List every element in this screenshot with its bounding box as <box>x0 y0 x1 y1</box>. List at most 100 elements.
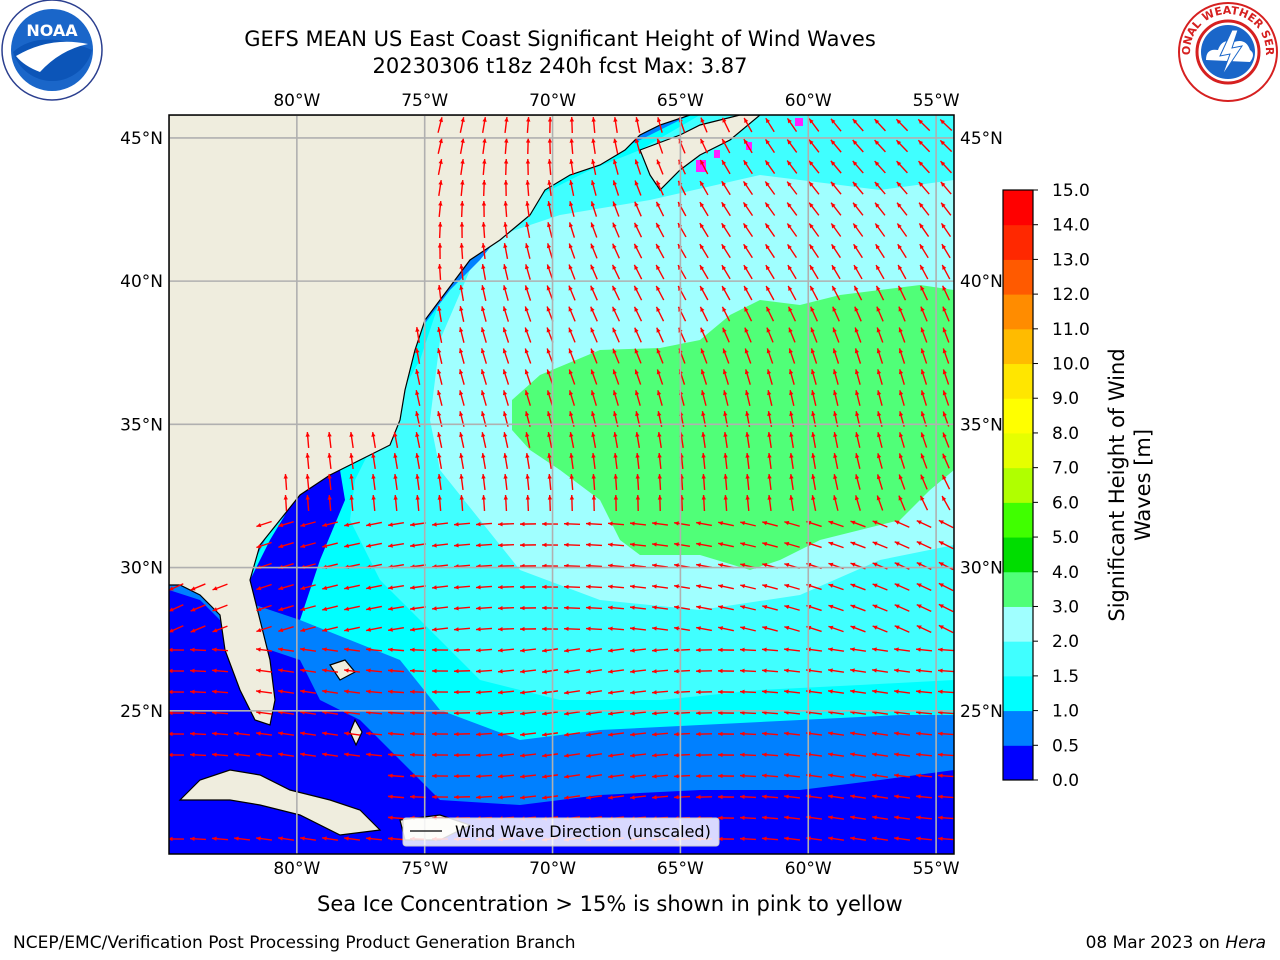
wave-direction-arrow <box>897 243 907 259</box>
wave-direction-arrow <box>717 794 735 800</box>
wave-direction-arrow <box>855 453 861 469</box>
wave-direction-arrow <box>459 200 465 218</box>
colorbar-segment <box>1003 363 1033 399</box>
wave-direction-arrow <box>459 138 465 154</box>
wave-direction-arrow <box>827 773 845 778</box>
wave-direction-arrow <box>525 137 531 155</box>
wave-direction-arrow <box>896 202 908 216</box>
wave-direction-arrow <box>651 795 669 800</box>
noaa-logo-icon: NOAA <box>1 0 103 101</box>
wave-direction-arrow <box>898 369 905 385</box>
wave-direction-arrow <box>212 583 228 591</box>
wave-direction-arrow <box>211 668 229 673</box>
wave-direction-arrow <box>169 583 184 591</box>
wave-direction-arrow <box>893 731 911 736</box>
wave-direction-arrow <box>767 473 772 491</box>
wave-direction-arrow <box>590 390 597 406</box>
wave-direction-arrow <box>612 348 620 364</box>
wave-direction-arrow <box>305 431 310 449</box>
wave-direction-arrow <box>721 159 731 175</box>
wave-direction-arrow <box>786 223 798 237</box>
wave-direction-arrow <box>585 542 603 547</box>
wave-direction-arrow <box>852 223 864 237</box>
wave-direction-arrow <box>783 752 801 757</box>
wave-direction-arrow <box>585 521 603 526</box>
wave-direction-arrow <box>940 222 952 238</box>
colorbar-tick-label: 0.5 <box>1052 736 1079 756</box>
wave-direction-arrow <box>786 181 798 195</box>
wave-direction-arrow <box>634 348 642 364</box>
wave-direction-arrow <box>480 390 487 406</box>
wave-direction-arrow <box>415 348 421 364</box>
wave-direction-arrow <box>762 583 778 590</box>
lat-label-right: 30°N <box>960 559 1003 579</box>
wave-direction-arrow <box>524 327 532 343</box>
wave-direction-arrow <box>717 731 735 737</box>
wave-direction-arrow <box>525 432 531 448</box>
wave-direction-arrow <box>937 668 954 673</box>
wave-direction-arrow <box>502 285 509 301</box>
wave-direction-arrow <box>431 543 449 548</box>
wave-direction-arrow <box>277 752 295 757</box>
wave-direction-arrow <box>590 201 598 217</box>
wave-direction-arrow <box>481 116 487 134</box>
wave-direction-arrow <box>761 836 779 841</box>
wave-direction-arrow <box>810 306 818 322</box>
wave-direction-arrow <box>651 774 669 779</box>
wave-direction-arrow <box>872 541 888 549</box>
wave-band-0.0-0.5 <box>169 590 954 854</box>
wave-direction-arrow <box>387 647 405 652</box>
wave-direction-arrow <box>190 583 206 591</box>
wave-direction-arrow <box>255 752 273 757</box>
wave-direction-arrow <box>475 711 493 716</box>
wave-direction-arrow <box>563 626 581 632</box>
wave-direction-arrow <box>811 432 817 448</box>
wave-direction-arrow <box>322 584 338 590</box>
wave-direction-arrow <box>453 647 471 653</box>
wave-direction-arrow <box>629 521 647 526</box>
wave-direction-arrow <box>915 731 933 736</box>
wave-direction-arrow <box>783 731 801 736</box>
wave-direction-arrow <box>940 160 952 174</box>
colorbar-segment <box>1003 328 1033 365</box>
wave-direction-arrow <box>497 605 515 611</box>
wave-direction-arrow <box>503 179 509 197</box>
wave-direction-arrow <box>431 689 449 695</box>
wave-direction-arrow <box>365 689 383 694</box>
wave-direction-arrow <box>547 137 553 155</box>
wave-direction-arrow <box>607 648 625 653</box>
wave-direction-arrow <box>233 752 251 757</box>
wave-direction-arrow <box>437 432 443 448</box>
wave-direction-arrow <box>629 774 647 779</box>
wave-direction-arrow <box>743 243 753 259</box>
wave-direction-arrow <box>299 647 317 652</box>
colorbar-tick-label: 9.0 <box>1052 389 1079 409</box>
wave-direction-arrow <box>519 732 537 737</box>
wave-direction-arrow <box>673 669 691 674</box>
wave-direction-arrow <box>344 521 360 527</box>
wave-direction-arrow <box>524 369 532 385</box>
wave-direction-arrow <box>277 647 295 652</box>
wave-direction-arrow <box>852 181 864 195</box>
wave-direction-arrow <box>786 160 798 174</box>
wave-direction-arrow <box>831 285 841 301</box>
wave-direction-arrow <box>255 668 273 673</box>
wave-direction-arrow <box>696 584 712 590</box>
wave-direction-arrow <box>569 432 575 448</box>
wave-direction-arrow <box>613 432 619 448</box>
wave-direction-arrow <box>721 306 731 322</box>
wave-direction-arrow <box>300 584 316 591</box>
wave-direction-arrow <box>437 348 443 364</box>
wave-direction-arrow <box>762 625 778 632</box>
wave-direction-arrow <box>415 326 420 344</box>
wave-direction-arrow <box>717 710 735 716</box>
wave-direction-arrow <box>789 452 794 470</box>
colorbar-segment <box>1003 745 1033 781</box>
wave-direction-arrow <box>898 327 906 343</box>
wave-direction-arrow <box>745 452 750 470</box>
lat-labels-left: 45°N 40°N 35°N 30°N 25°N <box>120 129 163 722</box>
wave-direction-arrow <box>453 543 471 548</box>
wave-direction-arrow <box>787 285 797 301</box>
wave-direction-arrow <box>920 474 928 490</box>
wave-direction-arrow <box>919 264 929 280</box>
